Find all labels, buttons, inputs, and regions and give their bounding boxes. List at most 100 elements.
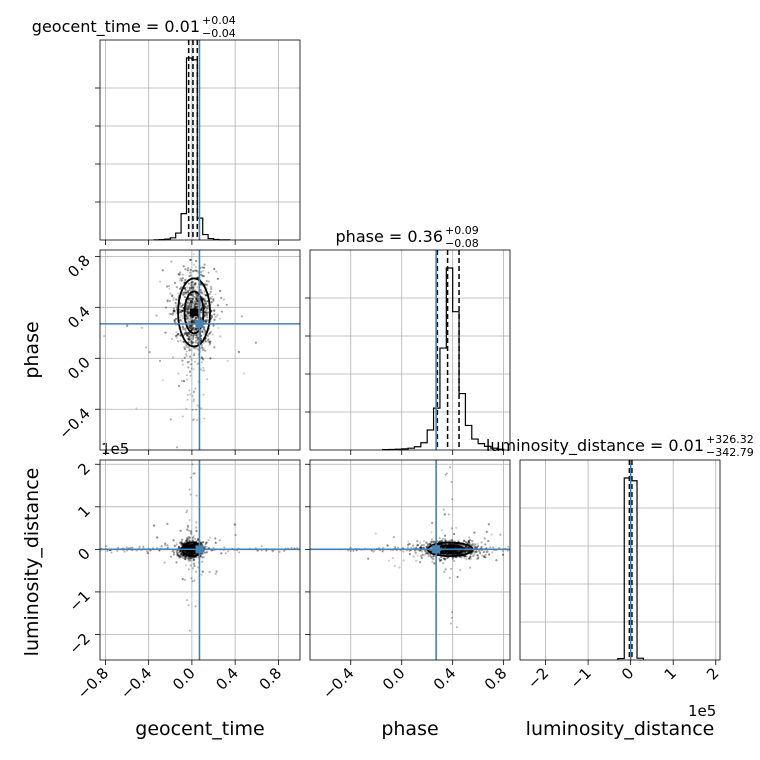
sample-point bbox=[186, 308, 189, 311]
sample-point bbox=[191, 463, 194, 466]
sample-point bbox=[105, 545, 108, 548]
sample-point bbox=[474, 551, 477, 554]
sample-point bbox=[188, 558, 191, 561]
sample-point bbox=[195, 494, 198, 497]
sample-point bbox=[194, 360, 197, 363]
sample-point bbox=[166, 299, 169, 302]
sample-point bbox=[201, 556, 204, 559]
sample-point bbox=[177, 546, 180, 549]
sample-point bbox=[194, 340, 198, 343]
sample-point bbox=[203, 319, 207, 322]
sample-point bbox=[195, 298, 198, 301]
sample-point bbox=[463, 540, 466, 543]
sample-point bbox=[188, 338, 191, 341]
sample-point bbox=[175, 303, 178, 307]
sample-point bbox=[194, 341, 197, 344]
sample-point bbox=[195, 294, 198, 297]
sample-point bbox=[200, 308, 203, 311]
sample-point bbox=[192, 283, 196, 286]
sample-point bbox=[205, 551, 208, 554]
sample-point bbox=[200, 270, 203, 274]
sample-point bbox=[202, 299, 205, 302]
sample-point bbox=[184, 539, 187, 542]
sample-point bbox=[191, 538, 194, 541]
sample-point bbox=[196, 297, 200, 301]
sample-point bbox=[207, 311, 210, 314]
sample-point bbox=[192, 285, 195, 288]
sample-point bbox=[210, 316, 214, 319]
sample-point bbox=[194, 300, 197, 303]
sample-point bbox=[471, 539, 474, 543]
sample-point bbox=[474, 546, 477, 549]
sample-point bbox=[220, 310, 223, 313]
sample-point bbox=[199, 304, 203, 307]
truth-marker bbox=[195, 545, 204, 554]
sample-point bbox=[414, 551, 417, 554]
sample-point bbox=[183, 546, 186, 549]
sample-point bbox=[454, 546, 457, 549]
title-phase-plus: +0.09 bbox=[445, 224, 479, 237]
sample-point bbox=[214, 541, 217, 545]
sample-point bbox=[194, 347, 197, 350]
sample-point bbox=[174, 317, 178, 320]
sample-point bbox=[192, 328, 195, 331]
sample-point bbox=[204, 544, 207, 547]
sample-point bbox=[196, 404, 199, 407]
sample-point bbox=[419, 541, 422, 544]
sample-point bbox=[191, 288, 194, 291]
sample-point bbox=[173, 281, 177, 285]
sample-point bbox=[110, 551, 113, 554]
sample-point bbox=[218, 539, 221, 542]
sample-point bbox=[179, 553, 182, 556]
sample-point bbox=[195, 299, 198, 302]
sample-point bbox=[188, 538, 191, 541]
sample-point bbox=[455, 546, 459, 549]
sample-point bbox=[185, 331, 188, 334]
sample-point bbox=[423, 554, 426, 557]
title-luminosity-distance-plus: +326.32 bbox=[706, 433, 754, 446]
sample-point bbox=[192, 400, 195, 403]
sample-point bbox=[192, 320, 195, 323]
sample-point bbox=[208, 344, 211, 347]
sample-point bbox=[217, 326, 220, 330]
sample-point bbox=[392, 536, 396, 539]
sample-point bbox=[219, 289, 222, 293]
sample-point bbox=[195, 316, 198, 320]
sample-point bbox=[443, 558, 447, 561]
sample-point bbox=[191, 395, 194, 398]
sample-point bbox=[430, 557, 434, 560]
sample-point bbox=[191, 340, 194, 343]
sample-point bbox=[186, 346, 189, 349]
sample-point bbox=[464, 545, 467, 548]
sample-point bbox=[191, 580, 194, 583]
x-tick-label: −0.8 bbox=[74, 664, 112, 702]
sample-point bbox=[201, 356, 204, 360]
sample-point bbox=[352, 550, 355, 553]
sample-point bbox=[183, 287, 186, 290]
sample-point bbox=[387, 559, 391, 562]
sample-point bbox=[483, 537, 486, 540]
x-tick-label: 0.4 bbox=[212, 664, 242, 694]
sample-point bbox=[444, 568, 447, 571]
sample-point bbox=[209, 297, 212, 300]
sample-point bbox=[202, 327, 206, 330]
sample-point bbox=[191, 299, 194, 302]
sample-point bbox=[554, 551, 556, 553]
sample-point bbox=[195, 328, 198, 331]
sample-point bbox=[191, 297, 194, 300]
sample-point bbox=[205, 305, 208, 308]
sample-point bbox=[186, 286, 189, 289]
sample-point bbox=[203, 325, 206, 329]
sample-point bbox=[188, 314, 191, 318]
sample-point bbox=[424, 552, 427, 555]
sample-point bbox=[442, 557, 445, 560]
sample-point bbox=[187, 304, 191, 307]
sample-point bbox=[179, 309, 182, 312]
sample-point bbox=[190, 577, 193, 580]
sample-point bbox=[179, 541, 182, 545]
panel-frame bbox=[99, 459, 301, 661]
sample-point bbox=[524, 550, 526, 552]
sample-point bbox=[195, 306, 198, 309]
sample-point bbox=[186, 312, 189, 315]
sample-point bbox=[215, 270, 218, 273]
